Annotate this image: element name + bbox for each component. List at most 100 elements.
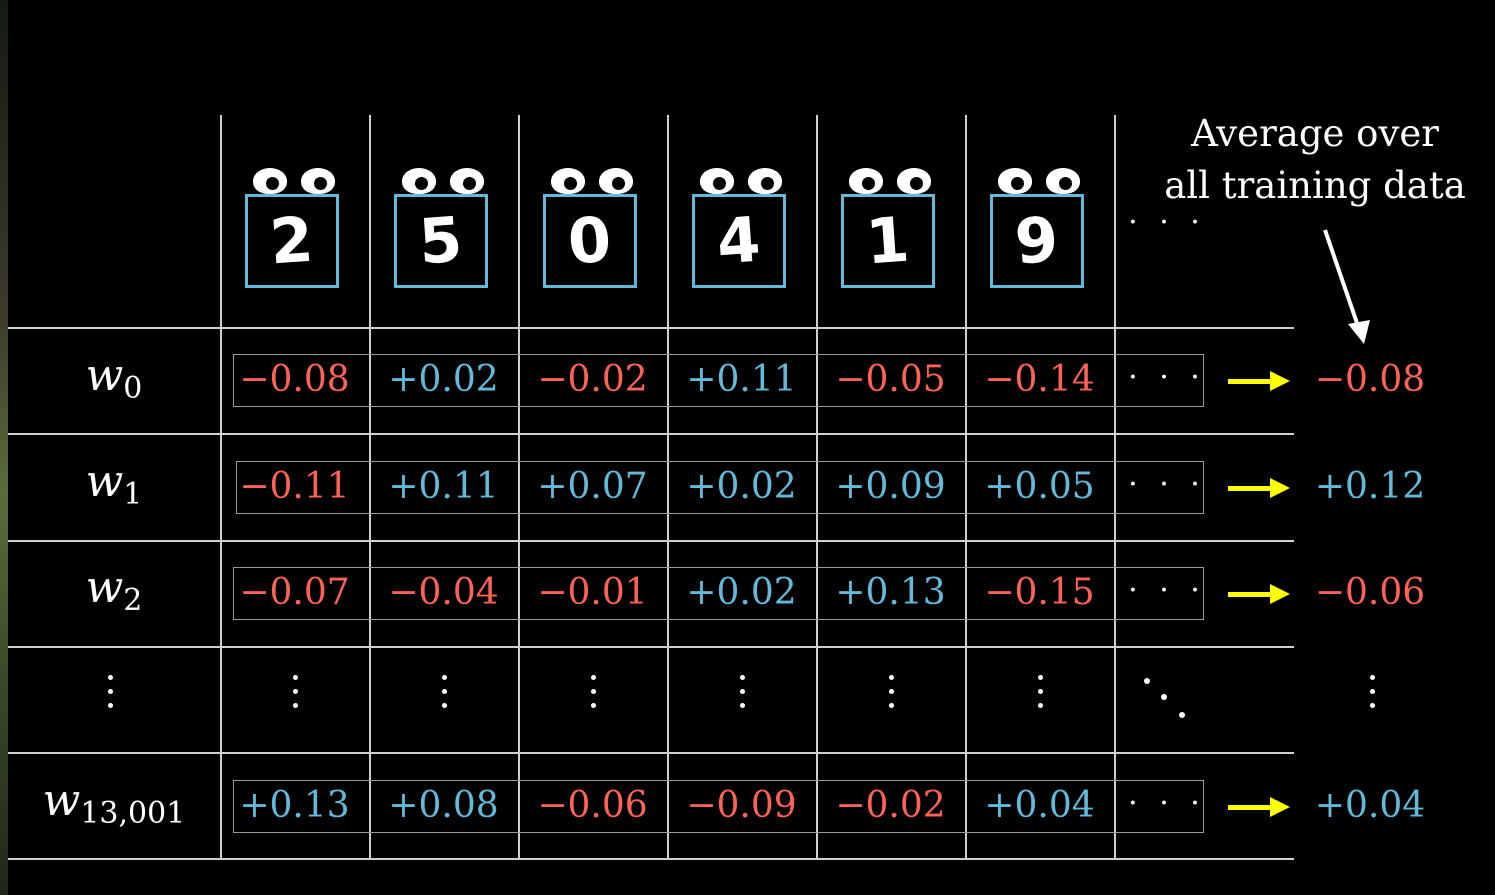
row-box	[233, 567, 1204, 620]
gradient-value: −0.15	[984, 572, 1095, 613]
gradient-value: −0.02	[835, 785, 946, 826]
header-ellipsis: · · ·	[1128, 205, 1206, 240]
grid-hline	[8, 540, 1294, 542]
digit-frame: 0	[543, 194, 637, 288]
googly-eye-icon	[551, 168, 585, 194]
gradient-value: +0.09	[835, 466, 946, 507]
digit-frame: 5	[394, 194, 488, 288]
row-ellipsis: · · ·	[1128, 573, 1206, 608]
digit-image: 5	[416, 202, 466, 279]
grid-vline	[220, 115, 222, 860]
gradient-value: +0.08	[388, 785, 499, 826]
vertical-ellipsis	[440, 675, 450, 717]
gradient-value: −0.07	[239, 572, 350, 613]
weight-symbol: w	[42, 775, 81, 826]
gradient-value: −0.08	[239, 359, 350, 400]
gradient-value: +0.04	[984, 785, 1095, 826]
average-value: +0.12	[1314, 466, 1426, 507]
digit-frame: 1	[841, 194, 935, 288]
googly-eye-icon	[897, 168, 931, 194]
row-ellipsis: · · ·	[1128, 786, 1206, 821]
average-caption: Average over all training data	[1150, 108, 1480, 212]
right-arrow-icon	[1228, 371, 1290, 391]
gradient-value: −0.05	[835, 359, 946, 400]
googly-eye-icon	[1046, 168, 1080, 194]
grid-vline	[1114, 115, 1116, 860]
vertical-ellipsis	[1036, 675, 1046, 717]
digit-card: 9	[990, 168, 1090, 288]
vertical-ellipsis	[291, 675, 301, 717]
weight-label: w2	[8, 562, 220, 618]
gradient-value: +0.07	[537, 466, 648, 507]
gradient-value: +0.11	[686, 359, 797, 400]
average-value: +0.04	[1314, 785, 1426, 826]
weight-subscript: 2	[123, 583, 143, 618]
vertical-ellipsis	[738, 675, 748, 717]
grid-hline	[8, 646, 1294, 648]
gradient-value: −0.14	[984, 359, 1095, 400]
gradient-value: +0.13	[835, 572, 946, 613]
digit-frame: 2	[245, 194, 339, 288]
weight-subscript: 1	[123, 477, 143, 512]
gradient-value: −0.11	[239, 466, 350, 507]
googly-eye-icon	[998, 168, 1032, 194]
weight-symbol: w	[85, 456, 124, 507]
diagonal-ellipsis	[1144, 678, 1185, 718]
vertical-ellipsis	[106, 675, 116, 717]
googly-eye-icon	[253, 168, 287, 194]
gradient-value: +0.02	[388, 359, 499, 400]
googly-eye-icon	[301, 168, 335, 194]
vertical-ellipsis	[887, 675, 897, 717]
gradient-value: −0.09	[686, 785, 797, 826]
gradient-value: −0.01	[537, 572, 648, 613]
digit-image: 1	[863, 202, 913, 279]
googly-eye-icon	[748, 168, 782, 194]
average-caption-line1: Average over	[1191, 112, 1439, 155]
average-value: −0.06	[1314, 572, 1426, 613]
googly-eye-icon	[402, 168, 436, 194]
googly-eye-icon	[599, 168, 633, 194]
row-box	[233, 780, 1204, 833]
gradient-value: +0.02	[686, 466, 797, 507]
average-caption-line2: all training data	[1164, 164, 1466, 207]
grid-hline	[8, 752, 1294, 754]
digit-frame: 9	[990, 194, 1084, 288]
row-ellipsis: · · ·	[1128, 467, 1206, 502]
right-arrow-icon	[1228, 584, 1290, 604]
grid-vline	[965, 115, 967, 860]
weight-label: w1	[8, 456, 220, 512]
digit-card: 0	[543, 168, 643, 288]
vertical-ellipsis	[1368, 675, 1378, 717]
weight-subscript: 0	[123, 371, 143, 406]
digit-card: 2	[245, 168, 345, 288]
googly-eye-icon	[849, 168, 883, 194]
digit-image: 4	[714, 202, 764, 279]
digit-image: 2	[267, 202, 317, 279]
gradient-value: −0.06	[537, 785, 648, 826]
digit-frame: 4	[692, 194, 786, 288]
weight-label: w13,001	[8, 775, 220, 831]
grid-hline	[8, 327, 1294, 329]
background-edge	[0, 0, 8, 895]
grid-vline	[518, 115, 520, 860]
weight-subscript: 13,001	[80, 796, 186, 831]
googly-eye-icon	[700, 168, 734, 194]
row-ellipsis: · · ·	[1128, 360, 1206, 395]
gradient-value: +0.02	[686, 572, 797, 613]
gradient-value: −0.02	[537, 359, 648, 400]
grid-hline	[8, 433, 1294, 435]
grid-vline	[369, 115, 371, 860]
gradient-value: +0.05	[984, 466, 1095, 507]
weight-symbol: w	[85, 350, 124, 401]
row-box	[233, 354, 1204, 407]
weight-label: w0	[8, 350, 220, 406]
grid-hline	[8, 858, 1294, 860]
digit-image: 9	[1012, 202, 1062, 279]
digit-image: 0	[565, 202, 615, 279]
weight-symbol: w	[85, 562, 124, 613]
digit-card: 4	[692, 168, 792, 288]
grid-vline	[667, 115, 669, 860]
grid-vline	[816, 115, 818, 860]
row-box	[236, 461, 1204, 514]
vertical-ellipsis	[589, 675, 599, 717]
